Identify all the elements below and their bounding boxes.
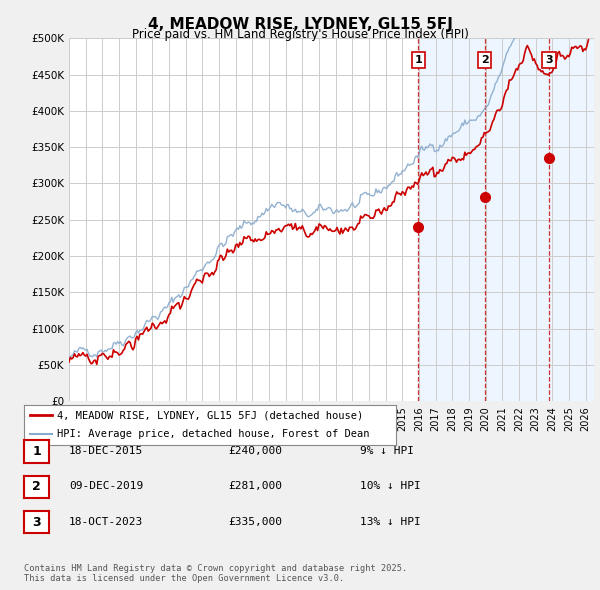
Text: 3: 3 [32,516,41,529]
Text: Contains HM Land Registry data © Crown copyright and database right 2025.
This d: Contains HM Land Registry data © Crown c… [24,563,407,583]
Bar [418,38,594,401]
Text: 18-OCT-2023: 18-OCT-2023 [69,517,143,526]
Text: 4, MEADOW RISE, LYDNEY, GL15 5FJ (detached house): 4, MEADOW RISE, LYDNEY, GL15 5FJ (detach… [57,411,363,420]
Text: 9% ↓ HPI: 9% ↓ HPI [360,446,414,455]
Text: 18-DEC-2015: 18-DEC-2015 [69,446,143,455]
Text: £281,000: £281,000 [228,481,282,491]
Text: 1: 1 [415,55,422,65]
Text: £335,000: £335,000 [228,517,282,526]
Text: HPI: Average price, detached house, Forest of Dean: HPI: Average price, detached house, Fore… [57,429,369,439]
Text: Price paid vs. HM Land Registry's House Price Index (HPI): Price paid vs. HM Land Registry's House … [131,28,469,41]
Text: 13% ↓ HPI: 13% ↓ HPI [360,517,421,526]
Text: 09-DEC-2019: 09-DEC-2019 [69,481,143,491]
Text: 1: 1 [32,445,41,458]
Text: 3: 3 [545,55,553,65]
Text: 10% ↓ HPI: 10% ↓ HPI [360,481,421,491]
Text: 2: 2 [32,480,41,493]
Text: 2: 2 [481,55,488,65]
Text: 4, MEADOW RISE, LYDNEY, GL15 5FJ: 4, MEADOW RISE, LYDNEY, GL15 5FJ [148,17,452,31]
Text: £240,000: £240,000 [228,446,282,455]
